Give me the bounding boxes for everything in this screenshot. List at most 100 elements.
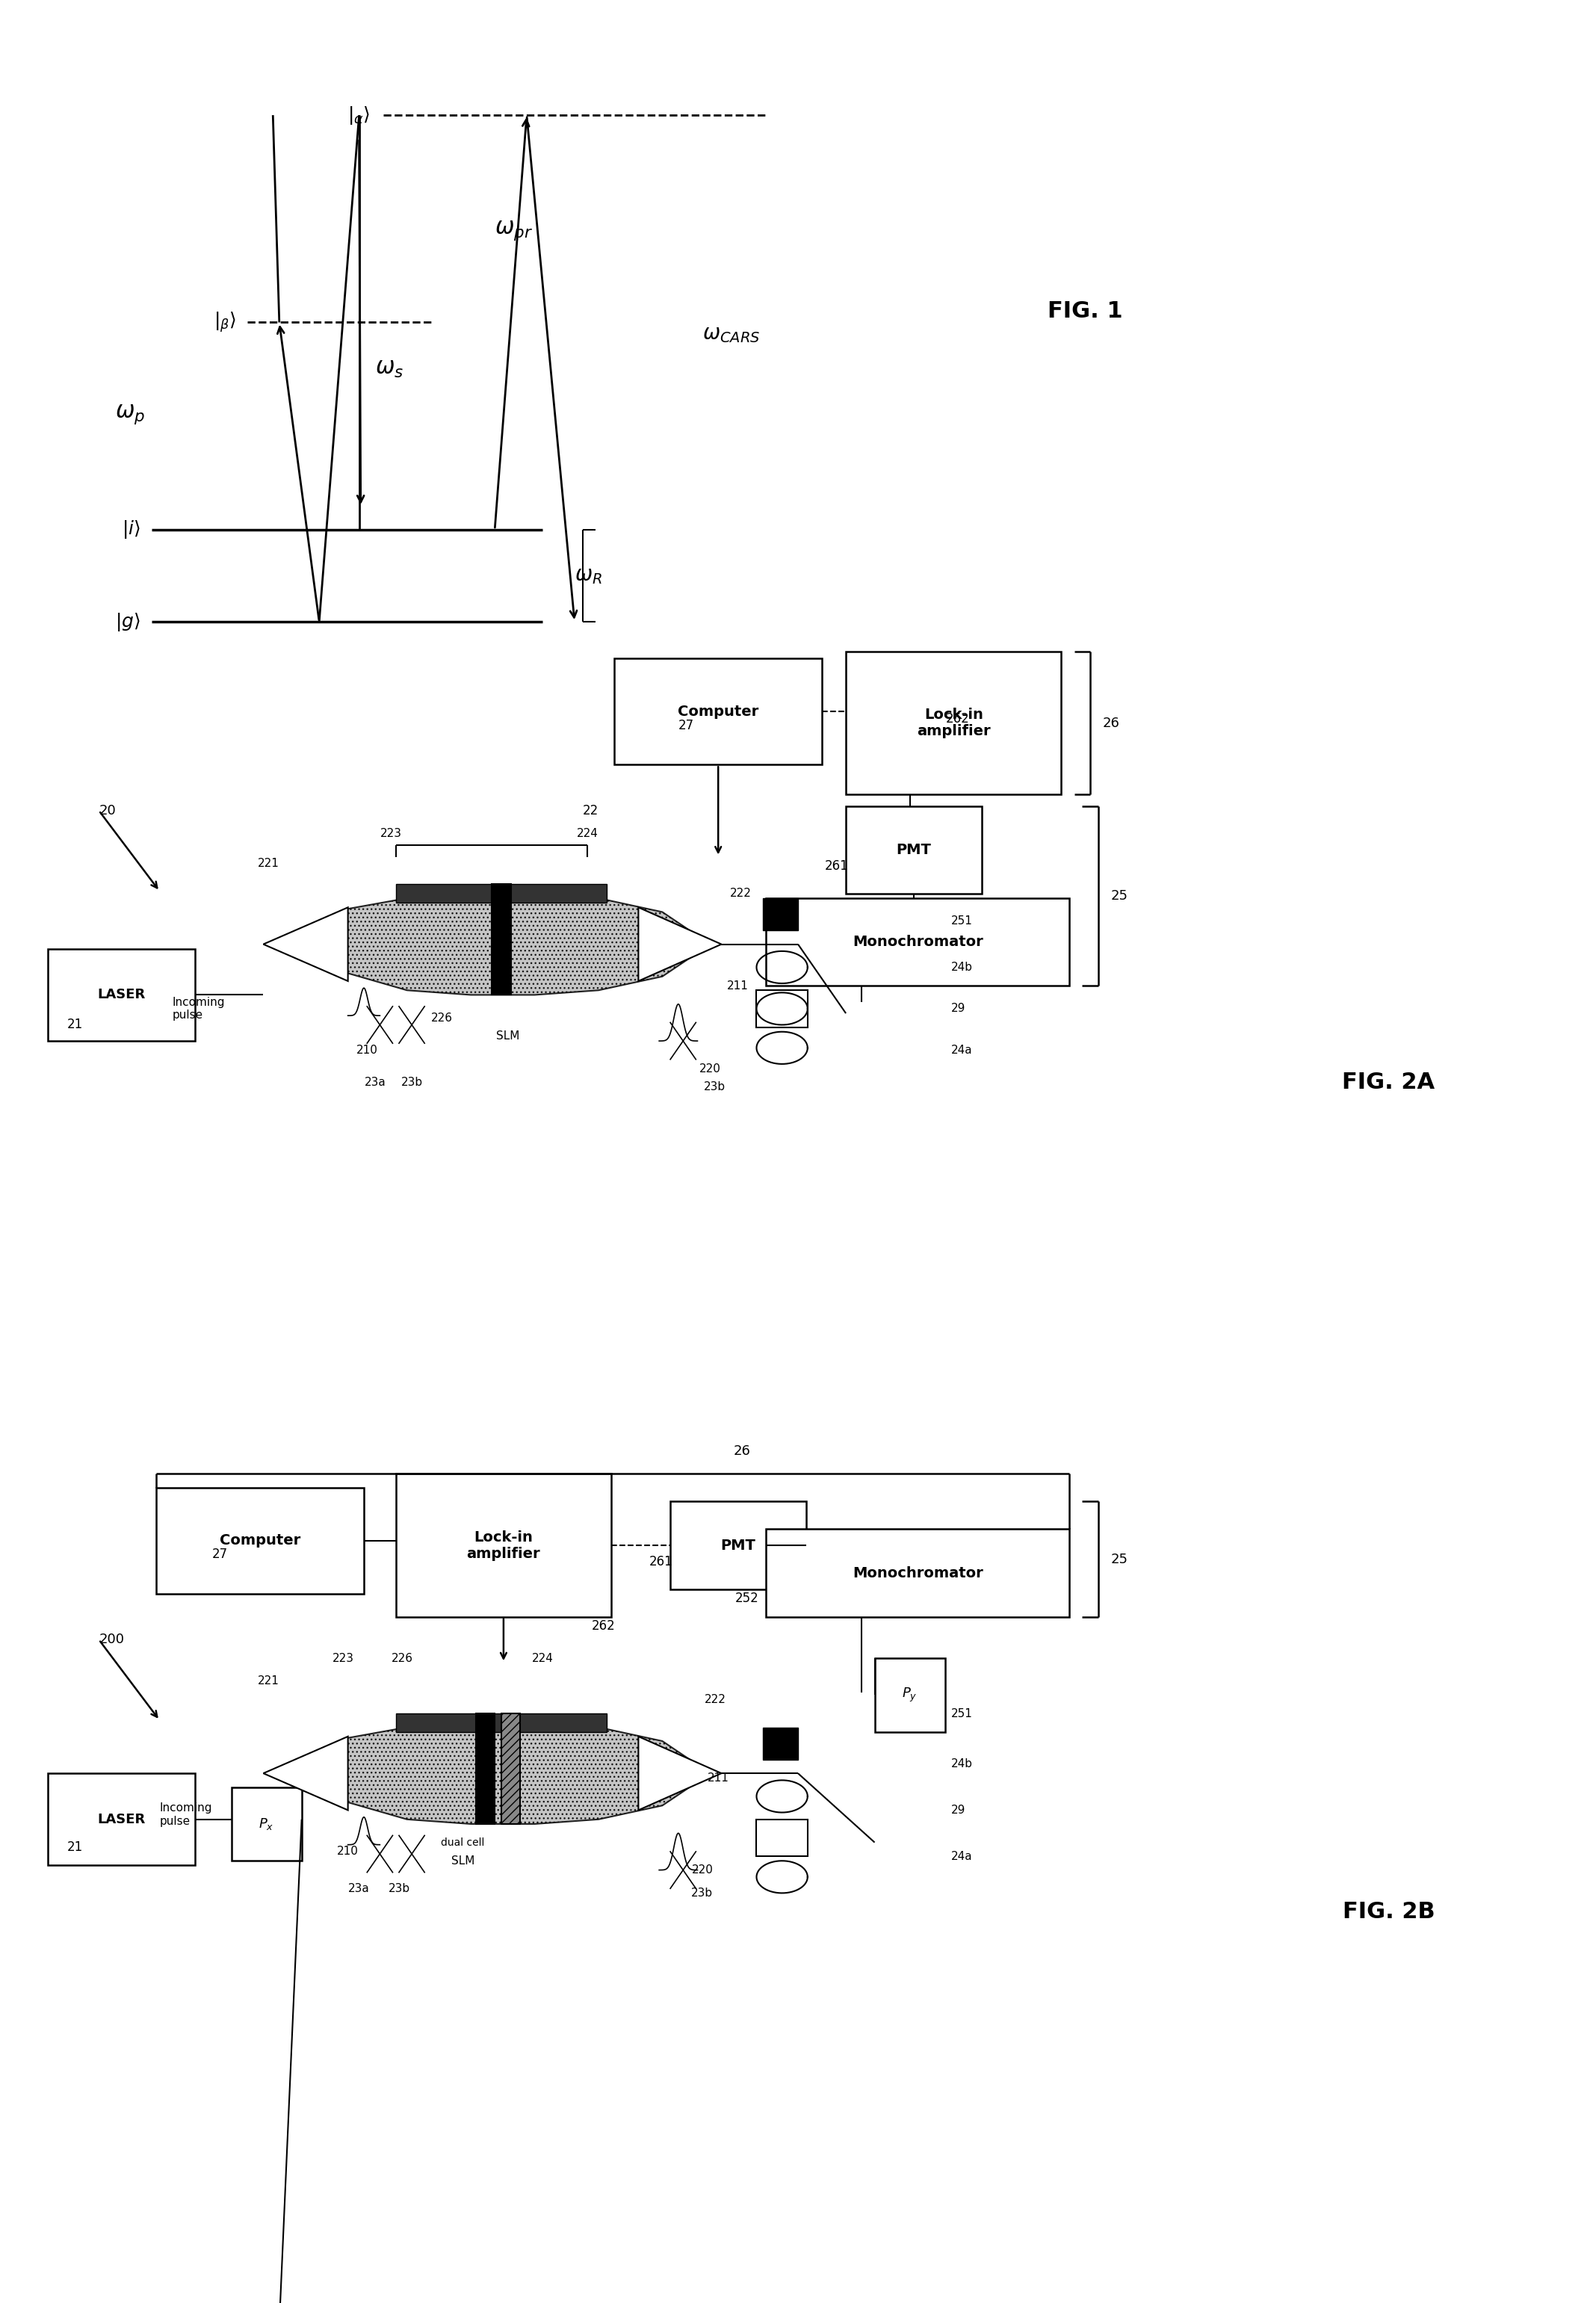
Bar xyxy=(492,884,511,995)
Text: 29: 29 xyxy=(951,1004,966,1013)
Text: 220: 220 xyxy=(699,1064,721,1073)
Text: $|_\alpha\rangle$: $|_\alpha\rangle$ xyxy=(348,104,370,127)
Text: 224: 224 xyxy=(531,1654,554,1663)
Bar xyxy=(846,806,982,894)
Text: 24a: 24a xyxy=(951,1046,972,1055)
Text: 25: 25 xyxy=(1111,889,1128,903)
Text: Lock-in
amplifier: Lock-in amplifier xyxy=(916,707,991,739)
Text: 262: 262 xyxy=(946,712,969,725)
Text: LASER: LASER xyxy=(97,988,145,1002)
Bar xyxy=(763,1727,798,1759)
Text: 226: 226 xyxy=(391,1654,413,1663)
Polygon shape xyxy=(638,907,721,981)
Text: Computer: Computer xyxy=(678,705,758,719)
Bar xyxy=(846,652,1061,795)
Text: 262: 262 xyxy=(592,1619,614,1633)
Text: $|_\beta\rangle$: $|_\beta\rangle$ xyxy=(214,311,236,334)
Text: 23b: 23b xyxy=(401,1078,423,1087)
Text: 221: 221 xyxy=(257,1677,279,1686)
Text: 211: 211 xyxy=(726,981,749,990)
Text: 222: 222 xyxy=(704,1695,726,1704)
Text: 252: 252 xyxy=(736,1591,758,1605)
Text: 23b: 23b xyxy=(388,1884,410,1893)
Text: FIG. 2A: FIG. 2A xyxy=(1342,1071,1435,1094)
Text: 222: 222 xyxy=(729,889,752,898)
Bar xyxy=(476,1713,495,1824)
Text: 224: 224 xyxy=(576,829,598,838)
Text: PMT: PMT xyxy=(721,1538,755,1552)
Text: 210: 210 xyxy=(337,1847,359,1856)
Bar xyxy=(757,990,808,1027)
Text: $\omega_R$: $\omega_R$ xyxy=(575,564,602,587)
Text: $\omega_s$: $\omega_s$ xyxy=(375,357,404,380)
Text: 223: 223 xyxy=(380,829,402,838)
Polygon shape xyxy=(308,894,710,995)
Text: 211: 211 xyxy=(707,1773,729,1783)
Bar xyxy=(156,1488,364,1594)
Text: Monochromator: Monochromator xyxy=(852,1566,983,1580)
Text: FIG. 2B: FIG. 2B xyxy=(1342,1900,1435,1923)
Bar xyxy=(757,1819,808,1856)
Text: Lock-in
amplifier: Lock-in amplifier xyxy=(466,1529,541,1561)
Text: $\omega_p$: $\omega_p$ xyxy=(115,403,145,426)
Bar xyxy=(766,898,1069,986)
Text: 26: 26 xyxy=(1103,716,1120,730)
Bar xyxy=(231,1787,302,1861)
Text: $P_y$: $P_y$ xyxy=(902,1686,918,1704)
Text: 223: 223 xyxy=(332,1654,354,1663)
Text: 24b: 24b xyxy=(951,1759,974,1769)
Text: 251: 251 xyxy=(951,1709,974,1718)
Text: FIG. 1: FIG. 1 xyxy=(1047,299,1124,322)
Text: $\omega_{pr}$: $\omega_{pr}$ xyxy=(495,219,533,242)
Text: Incoming
pulse: Incoming pulse xyxy=(160,1803,212,1826)
Text: 27: 27 xyxy=(212,1548,228,1561)
Text: 25: 25 xyxy=(1111,1552,1128,1566)
Text: 23b: 23b xyxy=(691,1888,713,1898)
Text: dual cell: dual cell xyxy=(440,1838,485,1847)
Text: SLM: SLM xyxy=(452,1856,474,1865)
Polygon shape xyxy=(396,884,606,903)
Text: Computer: Computer xyxy=(220,1534,300,1548)
Text: LASER: LASER xyxy=(97,1812,145,1826)
Text: $|g\rangle$: $|g\rangle$ xyxy=(115,610,140,633)
Bar xyxy=(670,1502,806,1589)
Text: 21: 21 xyxy=(67,1018,83,1032)
Text: 23a: 23a xyxy=(364,1078,386,1087)
Text: 26: 26 xyxy=(734,1444,750,1458)
Text: 226: 226 xyxy=(431,1013,453,1023)
Text: 221: 221 xyxy=(257,859,279,868)
Text: PMT: PMT xyxy=(897,843,930,857)
Text: Monochromator: Monochromator xyxy=(852,935,983,949)
Bar xyxy=(875,1658,945,1732)
Polygon shape xyxy=(263,1736,348,1810)
Bar xyxy=(766,1529,1069,1617)
Bar xyxy=(48,1773,195,1865)
Text: 20: 20 xyxy=(99,804,117,818)
Polygon shape xyxy=(263,907,348,981)
Text: 261: 261 xyxy=(825,859,847,873)
Text: 29: 29 xyxy=(951,1806,966,1815)
Text: 200: 200 xyxy=(99,1633,124,1647)
Text: 23a: 23a xyxy=(348,1884,370,1893)
Bar xyxy=(396,1474,611,1617)
Text: 220: 220 xyxy=(691,1865,713,1875)
Text: 261: 261 xyxy=(650,1555,672,1568)
Text: 21: 21 xyxy=(67,1840,83,1854)
Text: 23b: 23b xyxy=(704,1082,726,1092)
Text: 24a: 24a xyxy=(951,1852,972,1861)
Text: $|i\rangle$: $|i\rangle$ xyxy=(121,518,140,541)
Text: 210: 210 xyxy=(356,1046,378,1055)
Polygon shape xyxy=(396,1713,606,1732)
Polygon shape xyxy=(308,1723,710,1824)
Bar xyxy=(501,1713,520,1824)
Text: $\omega_{CARS}$: $\omega_{CARS}$ xyxy=(702,322,760,345)
Text: 22: 22 xyxy=(583,804,598,818)
Bar xyxy=(763,898,798,930)
Text: 27: 27 xyxy=(678,719,694,732)
Text: 24b: 24b xyxy=(951,963,974,972)
Text: SLM: SLM xyxy=(496,1032,519,1041)
Text: $P_x$: $P_x$ xyxy=(259,1817,275,1831)
Text: Incoming
pulse: Incoming pulse xyxy=(172,997,225,1020)
Bar xyxy=(614,659,822,765)
Text: 251: 251 xyxy=(951,917,974,926)
